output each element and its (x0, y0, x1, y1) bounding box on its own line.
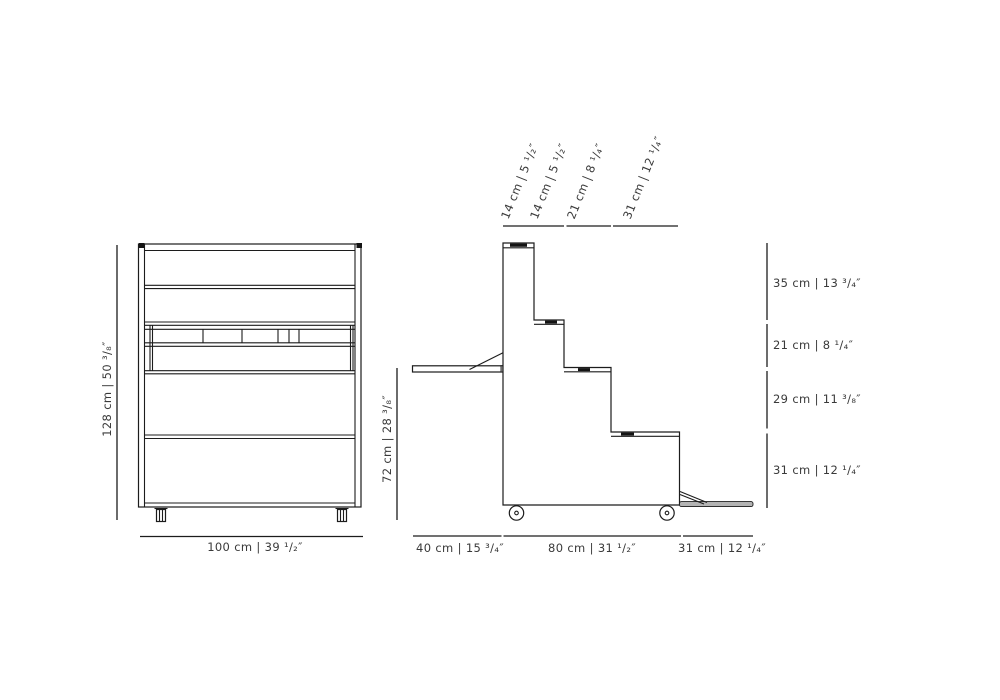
tread-pad-icon (510, 243, 527, 247)
cabinet-outline (137, 243, 362, 508)
front-view (137, 243, 362, 523)
shelf-lines (144, 249, 355, 504)
bottom-depth-label-2: 80 cm | 31 ¹/₂″ (548, 541, 636, 555)
right-height-label-2: 21 cm | 8 ¹/₄″ (773, 338, 854, 352)
tread-pad-icon (578, 368, 590, 372)
front-height-label: 128 cm | 50 ³/₈″ (100, 341, 114, 437)
bottom-depth-label-1: 40 cm | 15 ³/₄″ (416, 541, 504, 555)
step-body-outline (502, 242, 681, 506)
corner-cap-icon (139, 243, 145, 248)
caster-front-icon (335, 507, 349, 523)
bottom-depth-label-3: 31 cm | 12 ¹/₄″ (678, 541, 766, 555)
side-view (411, 242, 754, 521)
caster-side-icon (659, 505, 675, 521)
tread-pad-icon (545, 320, 557, 324)
right-height-label-4: 31 cm | 12 ¹/₄″ (773, 463, 861, 477)
organizer-dividers (149, 325, 354, 371)
platform-strut (679, 490, 708, 504)
right-height-label-1: 35 cm | 13 ³/₄″ (773, 276, 861, 290)
foldout-platform (679, 501, 754, 508)
tread-pad-icon (621, 432, 634, 436)
caster-front-icon (154, 507, 168, 523)
right-height-label-3: 29 cm | 11 ³/₈″ (773, 392, 861, 406)
platform-strut (679, 493, 705, 505)
foldout-table (411, 365, 504, 373)
corner-cap-icon (356, 243, 362, 248)
table-support-strut (469, 352, 504, 370)
front-width-label: 100 cm | 39 ¹/₂″ (207, 540, 303, 554)
table-height-label: 72 cm | 28 ³/₈″ (380, 395, 394, 483)
caster-side-icon (508, 505, 525, 521)
dimension-lines (116, 225, 768, 538)
